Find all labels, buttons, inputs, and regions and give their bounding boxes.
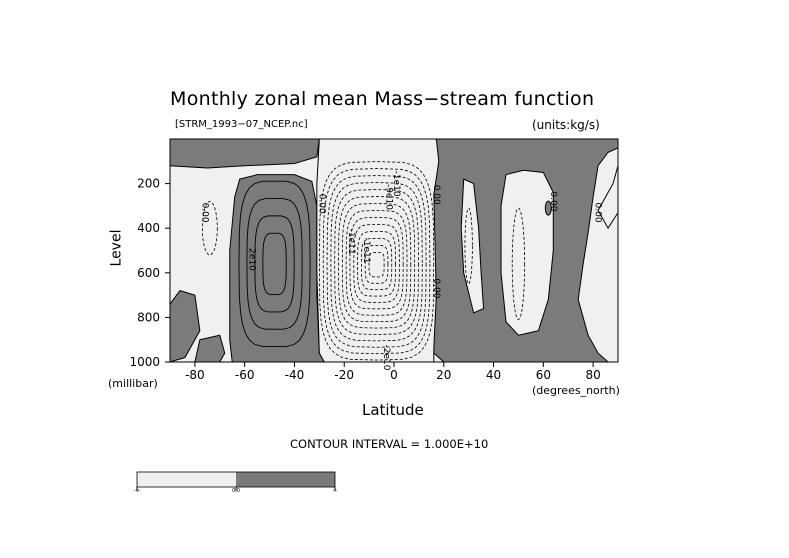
positive-contour-3 [254,215,295,313]
contour-label-6: -9e10 [384,184,394,210]
x-tick-label-5: 20 [436,368,451,382]
negative-contour-3 [326,175,427,348]
y-tick-label-0: 200 [137,177,160,191]
x-tick-label-1: -60 [235,368,255,382]
negative-contour-6 [338,196,416,329]
units-label: (units:kg/s) [532,118,600,132]
island-contour-1 [464,207,473,285]
source-file-label: [STRM_1993−07_NCEP.nc] [175,119,308,130]
x-axis-label: Latitude [362,401,424,419]
island-contour-0 [201,201,218,256]
negative-contour-7 [341,203,412,323]
chart-title: Monthly zonal mean Mass−stream function [170,88,595,110]
positive-contour-1 [238,180,311,348]
positive-contour-4 [262,232,287,296]
x-tick-label-7: 60 [536,368,551,382]
contour-interval-label: CONTOUR INTERVAL = 1.000E+10 [290,437,489,451]
contour-label-0: 0.00 [199,203,209,223]
x-tick-label-3: -20 [334,368,354,382]
negative-contour-11 [357,231,396,297]
colorbar-label-0: -∞ [134,488,140,494]
contour-label-5: -1e10 [391,171,401,197]
positive-contour-2 [246,198,303,330]
negative-contour-14 [368,252,385,278]
contour-label-8: 0.00 [431,278,441,298]
y-tick-label-2: 600 [137,266,160,280]
contour-label-4: -1e11 [361,238,371,264]
negative-contour-1 [319,161,435,361]
colorbar-negative [137,472,236,487]
y-axis-label: Level [108,229,125,267]
y-tick-label-3: 800 [137,310,160,324]
contour-label-2: 0.00 [316,194,326,214]
contour-label-3: -1e11 [346,229,356,255]
contour-label-9: -2e10 [381,345,391,371]
positive-region-3 [194,334,226,363]
positive-spot [544,200,552,216]
negative-cell [316,138,440,363]
negative-contour-5 [334,189,419,335]
colorbar-label-1: 0.0 [232,488,240,494]
contour-label-7: 0.00 [431,185,441,205]
y-tick-label-4: 1000 [129,355,160,369]
x-tick-label-4: 0 [390,368,398,382]
x-axis-unit: (degrees_north) [532,384,620,397]
contour-label-11: 0.00 [593,203,603,223]
contour-label-1: 2e10 [247,248,257,271]
island-contour-2 [511,207,526,321]
x-tick-label-6: 40 [486,368,501,382]
x-tick-label-0: -80 [185,368,205,382]
x-tick-label-8: 80 [585,368,600,382]
contour-label-10: 0.00 [548,191,558,211]
negative-contour-9 [349,217,404,310]
negative-contour-4 [330,182,423,342]
negative-contour-8 [345,210,408,316]
y-axis-unit: (millibar) [108,377,158,390]
y-tick-label-1: 400 [137,221,160,235]
negative-island-1 [500,169,554,336]
negative-contour-10 [353,224,400,303]
negative-contour-12 [360,238,393,291]
colorbar-label-2: ∞ [333,488,337,494]
negative-contour-2 [322,168,431,355]
colorbar-positive [236,472,335,487]
x-tick-label-2: -40 [285,368,305,382]
